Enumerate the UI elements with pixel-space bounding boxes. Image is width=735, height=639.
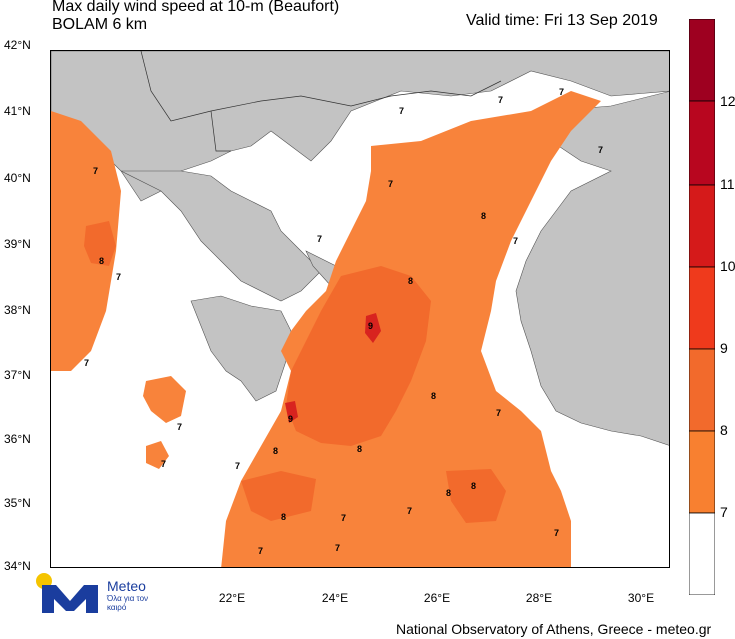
logo-name: Meteo xyxy=(107,578,146,594)
lat-tick-40: 40°N xyxy=(4,171,31,185)
lon-tick-24: 24°E xyxy=(321,591,349,605)
wind-map[interactable]: 7 8 7 7 7 7 7 8 9 9 8 8 8 8 7 7 8 8 7 7 … xyxy=(50,50,670,568)
contour-label: 7 xyxy=(335,543,341,553)
storm-cell-west xyxy=(143,376,186,423)
land-turkey xyxy=(515,91,669,446)
colorbar-band-7 xyxy=(689,430,715,514)
contour-label: 8 xyxy=(273,446,279,456)
colorbar-band-8 xyxy=(689,348,715,432)
lon-tick-22: 22°E xyxy=(218,591,246,605)
contour-label: 7 xyxy=(513,236,519,246)
land-peloponnese xyxy=(190,295,292,402)
contour-label: 7 xyxy=(177,422,183,432)
contour-label: 7 xyxy=(496,408,502,418)
contour-label: 8 xyxy=(357,444,363,454)
lon-tick-28: 28°E xyxy=(525,591,553,605)
title-line-1: Max daily wind speed at 10-m (Beaufort) xyxy=(52,0,340,15)
contour-label: 7 xyxy=(93,166,99,176)
contour-label: 7 xyxy=(407,506,413,516)
contour-label: 7 xyxy=(317,234,323,244)
lat-tick-37: 37°N xyxy=(4,368,31,382)
contour-label: 8 xyxy=(408,276,414,286)
map-title: Max daily wind speed at 10-m (Beaufort) … xyxy=(52,0,339,34)
contour-label: 7 xyxy=(235,461,241,471)
colorbar-label-11: 11 xyxy=(720,176,735,192)
colorbar-label-12: 12 xyxy=(720,93,735,109)
contour-label: 8 xyxy=(431,391,437,401)
contour-label: 7 xyxy=(84,358,90,368)
colorbar-band-0 xyxy=(689,512,715,595)
lat-tick-36: 36°N xyxy=(4,432,31,446)
lon-tick-30: 30°E xyxy=(627,591,655,605)
contour-label: 9 xyxy=(288,414,294,424)
logo-tagline: Όλα για τον καιρό xyxy=(107,594,149,612)
lat-tick-39: 39°N xyxy=(4,237,31,251)
lat-tick-35: 35°N xyxy=(4,496,31,510)
meteo-logo xyxy=(36,573,98,613)
contour-label: 8 xyxy=(446,488,452,498)
beaufort8-area xyxy=(84,221,506,523)
contour-label: 7 xyxy=(559,87,565,97)
colorbar-label-9: 9 xyxy=(720,340,728,356)
contour-label: 8 xyxy=(481,211,487,221)
contour-label: 7 xyxy=(116,272,122,282)
map-canvas xyxy=(51,51,669,567)
contour-label: 8 xyxy=(281,512,287,522)
contour-label: 7 xyxy=(388,179,394,189)
contour-label: 9 xyxy=(368,321,374,331)
colorbar-label-7: 7 xyxy=(720,504,728,520)
contour-label: 8 xyxy=(471,481,477,491)
lon-tick-26: 26°E xyxy=(423,591,451,605)
contour-label: 7 xyxy=(399,106,405,116)
valid-time: Valid time: Fri 13 Sep 2019 xyxy=(466,12,658,29)
colorbar-label-10: 10 xyxy=(720,258,735,274)
lat-tick-38: 38°N xyxy=(4,303,31,317)
beaufort-colorbar xyxy=(689,19,715,595)
colorbar-band-9 xyxy=(689,266,715,350)
contour-label: 7 xyxy=(341,513,347,523)
lat-tick-42: 42°N xyxy=(4,38,31,52)
colorbar-band-12 xyxy=(689,19,715,102)
beaufort9-area xyxy=(285,313,381,423)
footer-credit: National Observatory of Athens, Greece -… xyxy=(396,621,712,637)
title-line-2: BOLAM 6 km xyxy=(52,16,148,33)
contour-label: 7 xyxy=(258,546,264,556)
colorbar-band-11 xyxy=(689,100,715,186)
contour-label: 7 xyxy=(554,528,560,538)
contour-label: 7 xyxy=(161,459,167,469)
logo-mark-icon xyxy=(42,585,98,613)
contour-label: 8 xyxy=(99,256,105,266)
colorbar-label-8: 8 xyxy=(720,422,728,438)
lat-tick-41: 41°N xyxy=(4,104,31,118)
colorbar-band-10 xyxy=(689,184,715,268)
storm-cell-sw xyxy=(146,441,169,469)
lat-tick-34: 34°N xyxy=(4,559,31,573)
contour-label: 7 xyxy=(598,145,604,155)
country-borders xyxy=(140,51,502,152)
contour-label: 7 xyxy=(498,95,504,105)
